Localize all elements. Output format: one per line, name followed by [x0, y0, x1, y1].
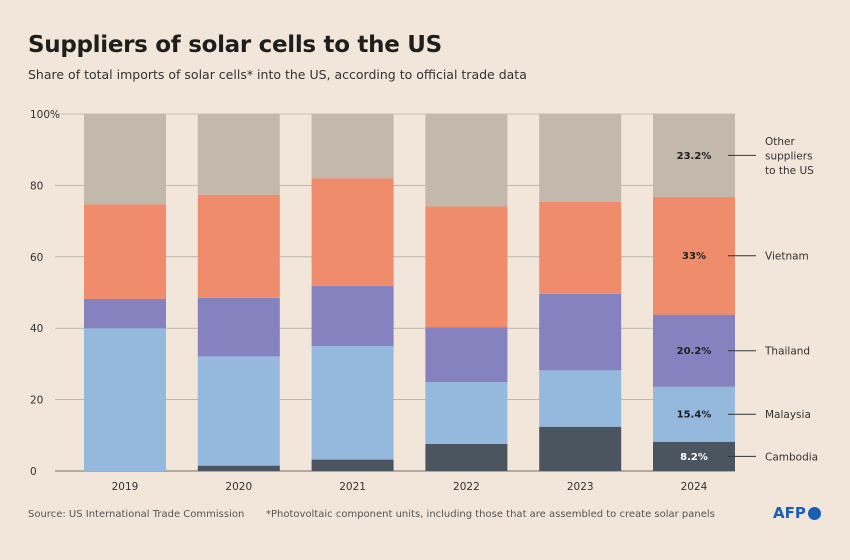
bar-segment-other [84, 114, 166, 205]
bar-segment-cambodia [311, 459, 394, 471]
data-label: 23.2% [677, 151, 712, 162]
y-tick-label: 40 [30, 323, 43, 335]
bar-segment-cambodia [539, 426, 622, 471]
y-tick-label: 60 [30, 252, 43, 264]
bar-segment-thailand [84, 298, 166, 329]
footnote: *Photovoltaic component units, including… [266, 509, 715, 520]
data-label: 33% [682, 251, 706, 262]
legend-label: Vietnam [765, 251, 809, 263]
bar-segment-other [311, 114, 394, 179]
legend-label: to the US [765, 165, 814, 177]
y-tick-label: 80 [30, 180, 43, 192]
afp-logo-text: AFP [773, 504, 806, 522]
chart-title: Suppliers of solar cells to the US [28, 32, 442, 58]
legend-label: Cambodia [765, 451, 818, 463]
source-note: Source: US International Trade Commissio… [28, 509, 245, 520]
bar-segment-malaysia [311, 346, 394, 460]
legend-label: suppliers [765, 150, 813, 162]
bar-segment-malaysia [653, 386, 735, 442]
y-tick-label: 0 [30, 466, 37, 478]
bar-segment-thailand [197, 297, 280, 357]
bar-segment-vietnam [425, 206, 508, 328]
bar-segment-vietnam [539, 201, 622, 294]
bar-segment-malaysia [84, 328, 166, 471]
bar-segment-thailand [653, 314, 735, 387]
bar-segment-thailand [311, 286, 394, 347]
bar-segment-vietnam [653, 196, 735, 315]
bar-segment-vietnam [197, 194, 280, 298]
bar-segment-cambodia [197, 465, 280, 471]
bar-segment-cambodia [653, 441, 735, 471]
bar-segment-thailand [539, 293, 622, 371]
data-label: 15.4% [677, 410, 712, 421]
x-tick-label: 2021 [339, 481, 366, 493]
legend-label: Thailand [764, 346, 810, 358]
x-tick-label: 2019 [112, 481, 139, 493]
bar-segment-cambodia [425, 443, 508, 471]
bar-segment-other [539, 114, 622, 202]
data-label: 8.2% [680, 452, 708, 463]
x-tick-label: 2020 [225, 481, 252, 493]
bar-segment-vietnam [84, 204, 166, 299]
bar-segment-other [197, 114, 280, 195]
data-label: 20.2% [677, 346, 712, 357]
afp-logo-dot [807, 506, 821, 520]
legend-label: Malaysia [765, 409, 811, 421]
chart-subtitle: Share of total imports of solar cells* i… [28, 67, 527, 82]
bar-segment-malaysia [539, 370, 622, 427]
bar-segment-other [425, 114, 508, 207]
bar-segment-other [653, 114, 735, 197]
legend-label: Other [765, 136, 795, 148]
x-tick-label: 2023 [567, 481, 594, 493]
afp-logo: AFP [773, 504, 821, 522]
x-tick-label: 2022 [453, 481, 480, 493]
bar-segment-thailand [425, 327, 508, 383]
bar-segment-vietnam [311, 178, 394, 287]
x-tick-label: 2024 [681, 481, 708, 493]
y-tick-label: 100% [30, 109, 60, 121]
bar-segment-malaysia [425, 382, 508, 444]
y-tick-label: 20 [30, 395, 43, 407]
stacked-bar-chart: 0 20 40 60 80 100% 2019 2020 2021 2022 2023 2024 8.2… [30, 109, 818, 493]
bar-segment-malaysia [197, 356, 280, 466]
